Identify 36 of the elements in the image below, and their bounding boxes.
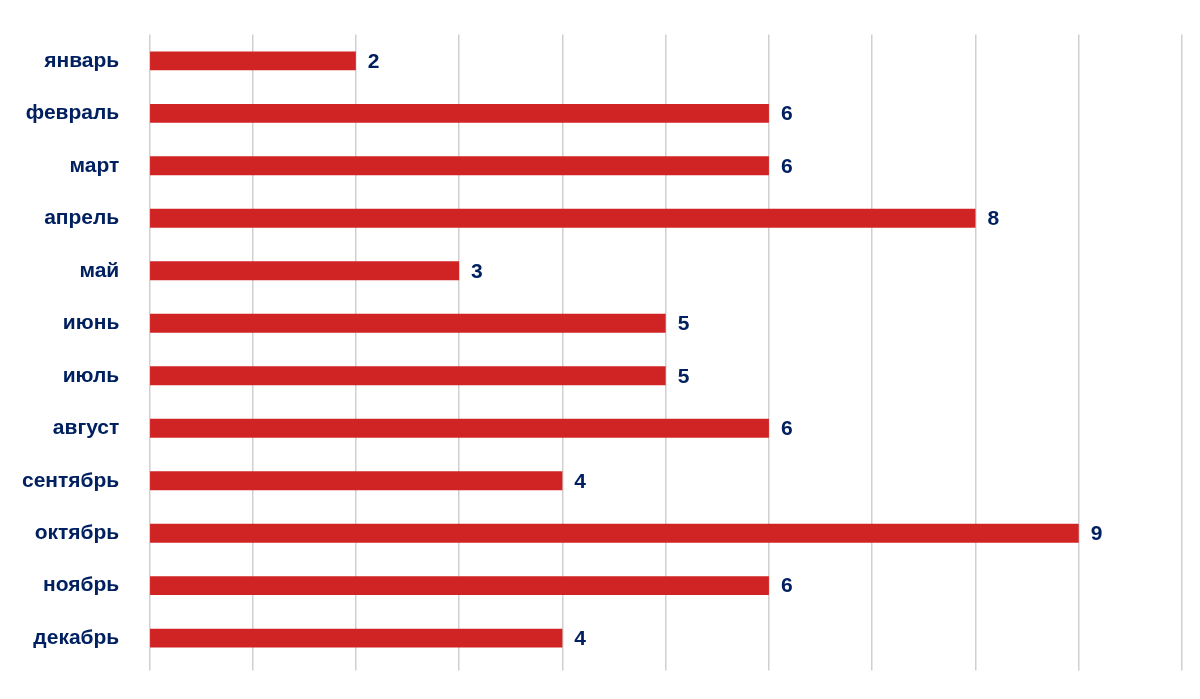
y-tick-label: октябрь bbox=[34, 519, 120, 543]
data-label: 5 bbox=[677, 363, 690, 387]
y-tick-label: июль bbox=[62, 362, 120, 386]
bar bbox=[150, 103, 769, 123]
data-label: 5 bbox=[677, 311, 690, 335]
y-tick-label: июнь bbox=[62, 310, 120, 334]
data-label: 6 bbox=[780, 416, 793, 440]
bar bbox=[150, 261, 460, 281]
y-tick-label: декабрь bbox=[33, 624, 120, 648]
bar bbox=[150, 313, 666, 333]
bar bbox=[150, 523, 1079, 543]
bar bbox=[150, 418, 769, 438]
data-label: 3 bbox=[471, 258, 483, 282]
data-label: 6 bbox=[780, 573, 793, 597]
data-label: 4 bbox=[574, 468, 587, 492]
y-tick-label: январь bbox=[43, 47, 120, 71]
bar bbox=[150, 51, 356, 71]
data-label: 9 bbox=[1090, 520, 1103, 544]
y-tick-label: август bbox=[52, 415, 120, 439]
data-label: 6 bbox=[780, 101, 793, 125]
bar bbox=[150, 471, 563, 491]
bar bbox=[150, 366, 666, 386]
bar bbox=[150, 576, 769, 596]
bar bbox=[150, 628, 563, 648]
data-label: 6 bbox=[780, 153, 793, 177]
y-tick-label: февраль bbox=[25, 100, 120, 124]
y-tick-label: сентябрь bbox=[21, 467, 120, 491]
y-tick-label: март bbox=[69, 152, 120, 176]
bar bbox=[150, 156, 769, 176]
data-label: 2 bbox=[367, 48, 380, 72]
y-tick-label: ноябрь bbox=[43, 572, 120, 596]
y-tick-label: май bbox=[79, 257, 120, 281]
y-tick-label: апрель bbox=[44, 205, 120, 229]
data-label: 4 bbox=[574, 625, 587, 649]
bar bbox=[150, 208, 976, 228]
data-label: 8 bbox=[987, 206, 1000, 230]
